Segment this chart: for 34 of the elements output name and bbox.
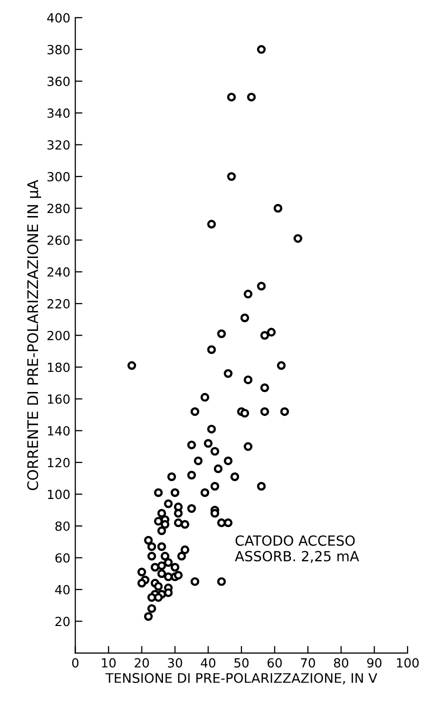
x-tick-label: 50 (234, 658, 249, 668)
y-tick-label: 300 (48, 172, 70, 182)
x-tick-label: 10 (102, 658, 116, 668)
y-tick-label: 120 (48, 458, 70, 468)
annotation: CATODO ACCESO ASSORB. 2,25 mA (234, 535, 360, 563)
y-tick-label: 380 (48, 44, 70, 54)
x-tick-label: 70 (300, 658, 316, 668)
x-tick-label: 20 (134, 658, 149, 668)
y-tick-label: 160 (48, 394, 70, 404)
y-tick-label: 200 (48, 330, 70, 340)
y-tick-label: 20 (55, 616, 70, 626)
y-tick-label: 360 (48, 76, 70, 86)
x-tick-label: 100 (397, 658, 419, 668)
y-tick-label: 220 (48, 299, 70, 309)
y-tick-label: 340 (48, 108, 70, 118)
x-axis-title: TENSIONE DI PRE-POLARIZZAZIONE, IN V (105, 673, 378, 684)
x-tick-label: 60 (268, 658, 282, 668)
x-tick-label: 40 (200, 658, 216, 668)
x-tick-label: 30 (168, 658, 182, 668)
y-tick-label: 180 (48, 362, 70, 372)
x-tick-label: 0 (72, 658, 78, 668)
y-tick-label: 400 (47, 13, 70, 23)
y-axis-title: CORRENTE DI PRE-POLARIZZAZIONE IN μA (27, 180, 42, 490)
y-tick-label: 280 (48, 204, 70, 214)
y-tick-label: 40 (55, 584, 70, 594)
y-tick-label: 60 (55, 553, 70, 563)
x-tick-label: 90 (367, 658, 382, 668)
y-tick-label: 260 (48, 236, 70, 245)
x-tick-label: 80 (334, 658, 348, 668)
y-tick-label: 320 (48, 140, 70, 150)
y-tick-label: 100 (48, 490, 70, 500)
y-tick-label: 240 (48, 267, 70, 277)
y-tick-label: 140 (48, 426, 70, 436)
y-tick-label: 80 (55, 521, 70, 531)
